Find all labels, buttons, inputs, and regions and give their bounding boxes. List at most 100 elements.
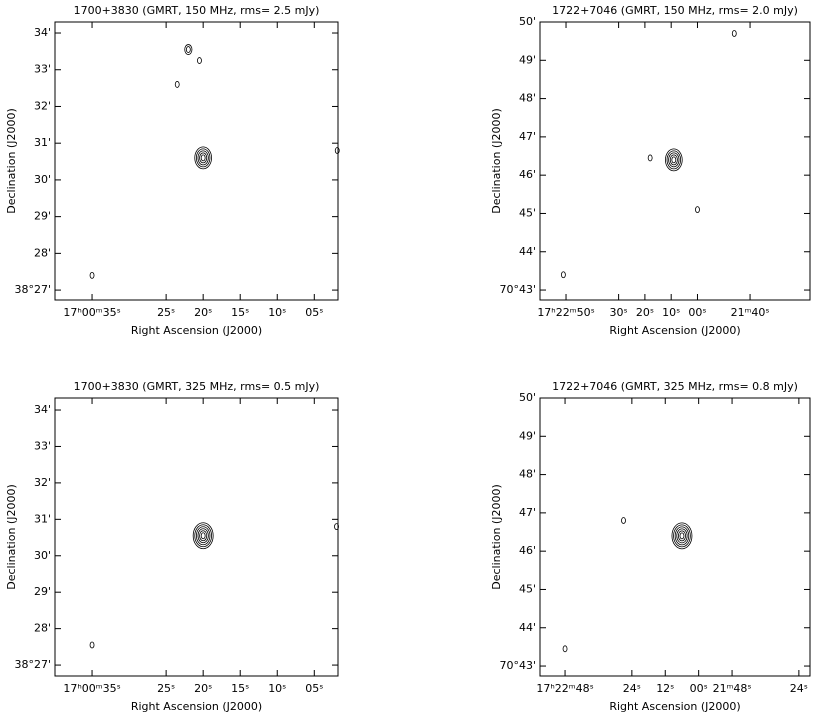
y-tick-label: 46': [519, 544, 536, 557]
contour-source: [184, 44, 193, 55]
y-tick-label: 28': [34, 246, 51, 259]
contour-level: [200, 154, 206, 162]
y-tick-label: 29': [34, 585, 51, 598]
contour-level: [197, 57, 202, 64]
contour-level: [334, 147, 340, 154]
contour-level: [676, 528, 688, 544]
y-axis-label: Declination (J2000): [5, 108, 18, 214]
contour-source: [731, 30, 737, 37]
x-tick-label: 12ˢ: [656, 682, 674, 695]
x-tick-label: 30ˢ: [610, 306, 628, 319]
y-tick-label: 50': [519, 15, 536, 28]
x-tick-label: 05ˢ: [305, 682, 323, 695]
x-axis-label: Right Ascension (J2000): [609, 324, 740, 337]
x-tick-label: 00ˢ: [690, 682, 708, 695]
contour-level: [174, 81, 180, 88]
y-tick-label: 34': [34, 26, 51, 39]
y-tick-label: 44': [519, 621, 536, 634]
x-tick-label: 20ˢ: [636, 306, 654, 319]
contour-level: [89, 271, 95, 279]
contour-level: [562, 645, 568, 653]
y-tick-label: 48': [519, 92, 536, 105]
y-tick-label: 34': [34, 403, 51, 416]
contour-level: [621, 517, 626, 524]
y-tick-label: 70°43': [499, 283, 536, 296]
y-tick-label: 32': [34, 99, 51, 112]
x-tick-label: 10ˢ: [662, 306, 680, 319]
panel: 1700+3830 (GMRT, 325 MHz, rms= 0.5 mJy) R…: [5, 380, 339, 713]
x-tick-label: 17ʰ00ᵐ35ˢ: [63, 306, 120, 319]
contour-level: [185, 46, 191, 53]
contour-level: [695, 206, 700, 214]
y-tick-label: 38°27': [14, 658, 51, 671]
x-tick-label: 17ʰ22ᵐ50ˢ: [537, 306, 594, 319]
y-tick-label: 45': [519, 582, 536, 595]
contour-source: [89, 271, 95, 279]
y-axis-label: Declination (J2000): [490, 484, 503, 590]
contour-source: [562, 645, 568, 653]
x-tick-label: 05ˢ: [305, 306, 323, 319]
x-tick-label: 24ˢ: [623, 682, 641, 695]
contour-level: [669, 154, 678, 166]
y-tick-label: 70°43': [499, 659, 536, 672]
x-tick-label: 17ʰ00ᵐ35ˢ: [63, 682, 120, 695]
contour-level: [192, 522, 214, 550]
y-tick-label: 50': [519, 391, 536, 404]
x-tick-label: 24ˢ: [790, 682, 808, 695]
contour-source: [665, 148, 683, 172]
contour-level: [673, 524, 691, 548]
contour-level: [197, 150, 209, 166]
contour-level: [674, 526, 690, 546]
contour-level: [184, 44, 193, 55]
contour-level: [334, 523, 339, 531]
x-tick-label: 17ʰ22ᵐ48ˢ: [536, 682, 593, 695]
x-tick-label: 00ˢ: [688, 306, 706, 319]
y-axis-label: Declination (J2000): [490, 108, 503, 214]
contour-level: [677, 530, 686, 542]
contour-level: [200, 532, 206, 540]
contour-level: [194, 524, 212, 548]
y-tick-label: 31': [34, 512, 51, 525]
contour-source: [334, 523, 339, 531]
plot-frame: [539, 397, 811, 677]
contour-source: [192, 522, 214, 550]
contour-level: [199, 152, 208, 164]
contour-source: [89, 641, 95, 649]
contour-level: [560, 271, 566, 279]
contour-source: [621, 517, 626, 524]
y-tick-label: 49': [519, 53, 536, 66]
x-tick-label: 20ˢ: [194, 306, 212, 319]
y-tick-label: 44': [519, 245, 536, 258]
y-tick-label: 46': [519, 168, 536, 181]
contour-source: [197, 57, 202, 64]
contour-level: [195, 526, 211, 546]
contour-level: [668, 152, 680, 168]
contour-level: [671, 522, 693, 550]
x-tick-label: 15ˢ: [231, 306, 249, 319]
y-tick-label: 29': [34, 210, 51, 223]
panel-title: 1722+7046 (GMRT, 150 MHz, rms= 2.0 mJy): [552, 4, 798, 17]
panel-title: 1700+3830 (GMRT, 150 MHz, rms= 2.5 mJy): [74, 4, 320, 17]
x-tick-label: 20ˢ: [194, 682, 212, 695]
x-tick-label: 25ˢ: [157, 682, 175, 695]
panel: 1722+7046 (GMRT, 150 MHz, rms= 2.0 mJy) R…: [490, 4, 811, 337]
contour-source: [334, 147, 340, 154]
x-tick-label: 21ᵐ40ˢ: [731, 306, 770, 319]
contour-level: [197, 528, 209, 544]
contour-source: [194, 146, 212, 170]
contour-level: [666, 150, 682, 170]
contour-level: [199, 530, 208, 542]
y-tick-label: 30': [34, 549, 51, 562]
plot-frame: [54, 21, 339, 301]
x-tick-label: 10ˢ: [268, 306, 286, 319]
x-tick-label: 25ˢ: [157, 306, 175, 319]
contour-level: [195, 148, 211, 168]
y-tick-label: 48': [519, 468, 536, 481]
y-tick-label: 38°27': [14, 283, 51, 296]
y-tick-label: 49': [519, 429, 536, 442]
contour-source: [174, 81, 180, 88]
contour-level: [665, 148, 683, 172]
x-axis-label: Right Ascension (J2000): [609, 700, 740, 713]
